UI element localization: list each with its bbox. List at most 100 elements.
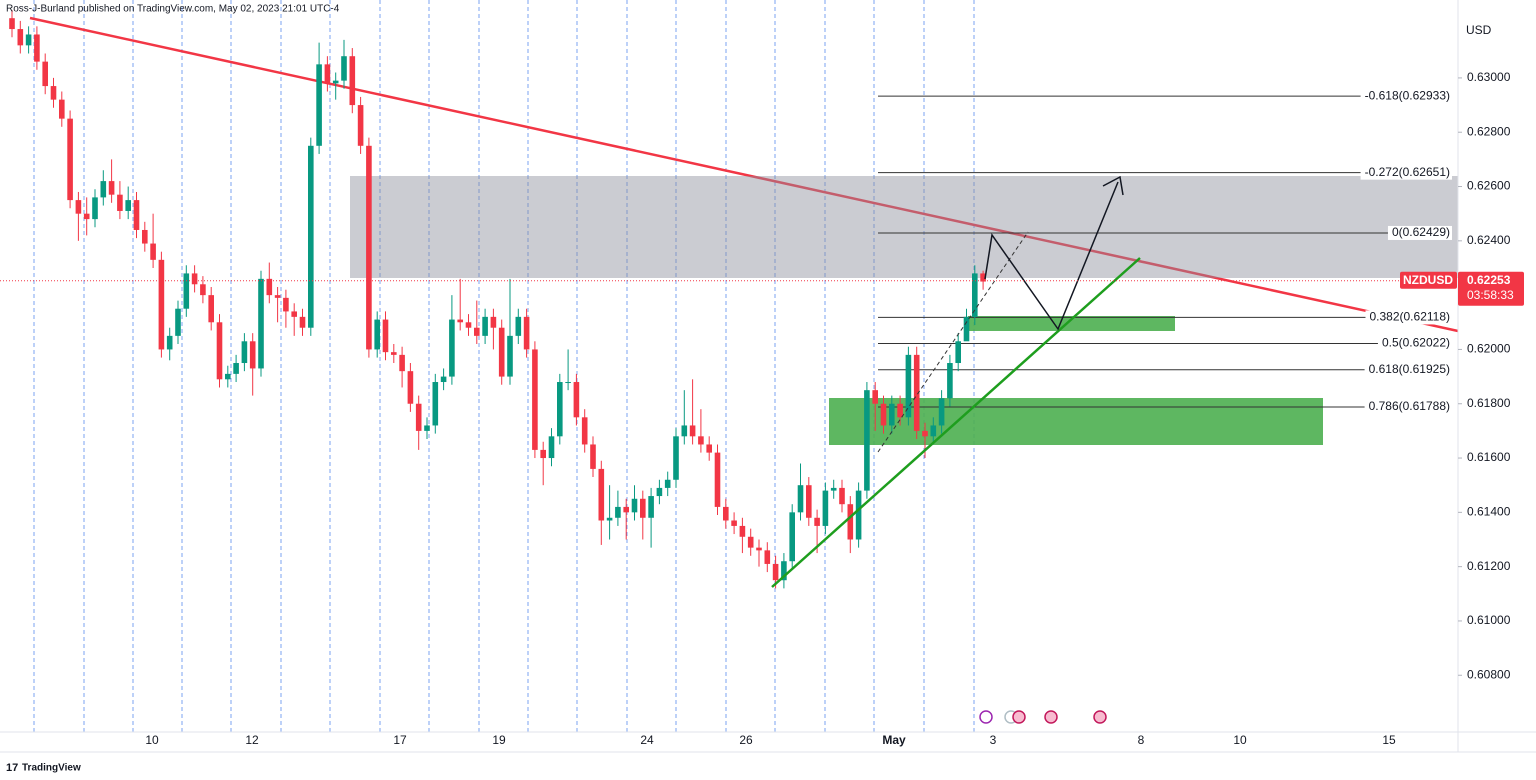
candle-body xyxy=(465,322,472,328)
support-zone xyxy=(968,316,1175,331)
candle-body xyxy=(100,181,107,198)
fib-label-bg xyxy=(1387,225,1452,240)
candle-body xyxy=(930,425,937,437)
candle-body xyxy=(440,376,447,383)
candle-body xyxy=(731,520,737,526)
candle-body xyxy=(714,452,721,507)
x-tick-label: 15 xyxy=(1382,733,1396,747)
candle-body xyxy=(581,417,588,445)
candle-body xyxy=(830,487,837,491)
fib-label-bg xyxy=(1364,362,1452,377)
time-axis: 10 12 17 19 24 26 May 3 8 10 15 xyxy=(145,733,1396,747)
fib-label: 0(0.62429) xyxy=(1392,225,1450,239)
projection-arrowhead xyxy=(1102,175,1124,196)
candle-body xyxy=(615,506,621,518)
candle-body xyxy=(432,382,439,426)
candle-body xyxy=(938,398,945,426)
candle-body xyxy=(249,341,256,369)
candle-body xyxy=(913,354,920,431)
candle-body xyxy=(548,436,555,459)
logo: 17 xyxy=(6,762,18,774)
candle-body xyxy=(963,316,970,342)
event-icon[interactable] xyxy=(1044,710,1058,724)
candle-body xyxy=(764,550,771,564)
candle-body xyxy=(332,80,339,84)
projection-path xyxy=(984,181,1119,331)
candle-body xyxy=(399,354,405,372)
candle-body xyxy=(324,64,331,84)
resistance-trendline xyxy=(29,16,1459,333)
candle-body xyxy=(872,390,878,404)
candle-body xyxy=(889,403,895,426)
candle-body xyxy=(50,86,57,100)
candle-body xyxy=(216,322,223,380)
candle-body xyxy=(117,194,123,211)
y-tick-label: 0.62800 xyxy=(1467,124,1511,138)
x-tick-label: 8 xyxy=(1138,733,1145,747)
x-tick-label: 26 xyxy=(739,733,753,747)
fib-anchor-line xyxy=(877,231,1029,453)
resistance-zone xyxy=(350,176,1458,278)
candle-body xyxy=(258,278,264,369)
event-icon[interactable] xyxy=(1093,710,1107,724)
price-tag xyxy=(1458,271,1524,306)
y-tick-label: 0.62000 xyxy=(1467,342,1511,356)
y-tick-label: 0.61000 xyxy=(1467,613,1511,627)
y-tick-label: 0.61800 xyxy=(1467,396,1511,410)
fib-label: -0.618(0.62933) xyxy=(1365,88,1450,102)
fib-label: -0.272(0.62651) xyxy=(1365,165,1450,179)
y-tick-label: 0.61600 xyxy=(1467,450,1511,464)
candle-body xyxy=(897,403,903,418)
candle-body xyxy=(67,118,73,201)
candle-body xyxy=(266,278,273,296)
event-icon[interactable] xyxy=(1012,710,1026,724)
candle-body xyxy=(158,259,165,350)
candle-body xyxy=(125,200,131,211)
candle-body xyxy=(664,479,671,488)
candle-body xyxy=(42,61,48,87)
candle-body xyxy=(590,444,596,469)
fib-label-bg xyxy=(1360,165,1452,180)
candle-body xyxy=(457,319,463,323)
candle-body xyxy=(357,105,364,146)
fib-label: 0.618(0.61925) xyxy=(1369,362,1450,376)
candle-body xyxy=(631,498,638,513)
day-separators xyxy=(33,0,975,732)
candle-body xyxy=(391,352,397,355)
candle-body xyxy=(706,444,712,453)
fib-label: 0.5(0.62022) xyxy=(1382,336,1450,350)
fib-label-bg xyxy=(1377,336,1452,351)
candle-body xyxy=(291,311,297,317)
candle-body xyxy=(698,436,704,445)
header: Ross-J-Burland published on TradingView.… xyxy=(6,4,340,15)
candle-body xyxy=(606,517,613,521)
candle-body xyxy=(855,490,862,540)
candle-body xyxy=(565,382,571,384)
candle-body xyxy=(806,485,812,518)
candle-body xyxy=(905,354,912,418)
candle-body xyxy=(133,200,140,230)
candle-body xyxy=(980,273,986,282)
candle-body xyxy=(955,341,961,364)
candle-body xyxy=(723,506,729,521)
candle-body xyxy=(299,316,306,328)
x-tick-label: 10 xyxy=(145,733,159,747)
event-icon[interactable] xyxy=(979,710,993,724)
x-tick-label: 10 xyxy=(1233,733,1247,747)
fib-label-bg xyxy=(1365,310,1452,325)
candle-body xyxy=(166,335,173,350)
candle-body xyxy=(374,319,380,350)
candle-body xyxy=(739,525,746,537)
fib-label-bg xyxy=(1364,399,1452,414)
candle-body xyxy=(673,436,679,480)
candle-body xyxy=(175,308,181,336)
candle-body xyxy=(191,273,198,285)
candle-body xyxy=(490,316,497,328)
candle-body xyxy=(241,341,248,364)
footer: TradingView xyxy=(22,763,81,774)
candle-body xyxy=(316,64,322,146)
candle-body xyxy=(424,425,430,431)
